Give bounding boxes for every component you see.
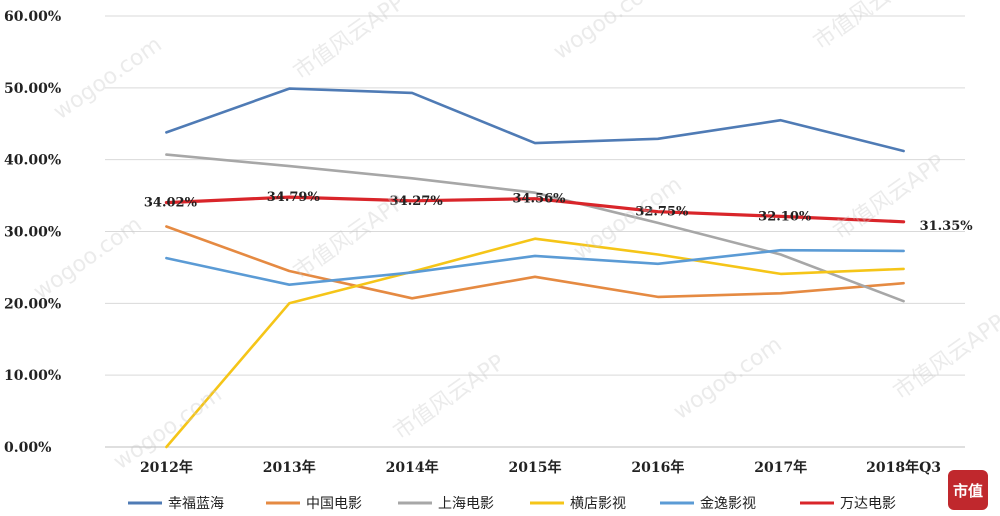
- series-lines: [164, 87, 906, 449]
- logo-text: 市值: [953, 482, 983, 500]
- series-line-5: [165, 248, 905, 287]
- series-line-1: [165, 87, 905, 153]
- y-tick-label: 30.00%: [4, 225, 61, 241]
- y-tick-label: 10.00%: [4, 368, 61, 384]
- y-tick-label: 20.00%: [4, 296, 61, 312]
- y-tick-label: 40.00%: [4, 153, 61, 169]
- data-label: 34.02%: [144, 196, 198, 211]
- y-tick-label: 0.00%: [4, 440, 51, 456]
- y-tick-label: 60.00%: [4, 9, 61, 25]
- x-tick-label: 2015年: [509, 459, 562, 476]
- data-label: 31.35%: [920, 219, 974, 234]
- series-line-2: [165, 225, 905, 300]
- legend-label: 上海电影: [438, 496, 494, 512]
- legend-label: 幸福蓝海: [168, 496, 224, 512]
- watermark-text: 市值风云APP: [889, 310, 1000, 405]
- watermark-text: 市值风云APP: [389, 350, 509, 445]
- series-line-6: [164, 195, 906, 224]
- data-label: 32.75%: [635, 205, 689, 220]
- x-tick-label: 2018年Q3: [866, 459, 941, 476]
- y-axis-ticks: 0.00% 10.00% 20.00% 30.00% 40.00% 50.00% 60.00…: [4, 9, 61, 456]
- x-axis-ticks: 2012年 2013年 2014年 2015年 2016年 2017年 2018年Q3: [140, 459, 941, 476]
- watermark-text: 市值风云APP: [289, 0, 409, 85]
- data-label: 32.10%: [758, 209, 812, 224]
- x-tick-label: 2012年: [140, 459, 193, 476]
- watermark-text: wogoo.com: [49, 32, 167, 125]
- gridlines: [105, 15, 965, 448]
- x-tick-label: 2016年: [631, 459, 684, 476]
- data-label: 34.27%: [390, 194, 444, 209]
- x-tick-label: 2014年: [386, 459, 439, 476]
- logo-badge: [948, 470, 988, 510]
- watermark-text: wogoo.com: [549, 0, 667, 65]
- data-label: 34.56%: [512, 192, 566, 207]
- watermark-layer: wogoo.com 市值风云APP wogoo.com 市值风云APP wogoo.co…: [29, 0, 1000, 475]
- legend: 幸福蓝海 中国电影 上海电影 横店影视 金逸影视 万达电影: [128, 496, 896, 512]
- data-label: 34.79%: [267, 190, 321, 205]
- brand-logo: 市值: [948, 470, 988, 510]
- series-line-3: [165, 153, 905, 303]
- y-tick-label: 50.00%: [4, 81, 61, 97]
- data-labels: 34.02% 34.79% 34.27% 34.56% 32.75% 32.10% 31.3…: [144, 190, 973, 234]
- legend-label: 万达电影: [840, 496, 896, 512]
- legend-label: 中国电影: [306, 496, 362, 512]
- legend-label: 金逸影视: [700, 496, 756, 512]
- watermark-text: wogoo.com: [669, 332, 787, 425]
- x-tick-label: 2013年: [263, 459, 316, 476]
- legend-label: 横店影视: [570, 496, 626, 512]
- series-line-4: [165, 237, 905, 449]
- x-tick-label: 2017年: [754, 459, 807, 476]
- watermark-text: 市值风云APP: [809, 0, 929, 55]
